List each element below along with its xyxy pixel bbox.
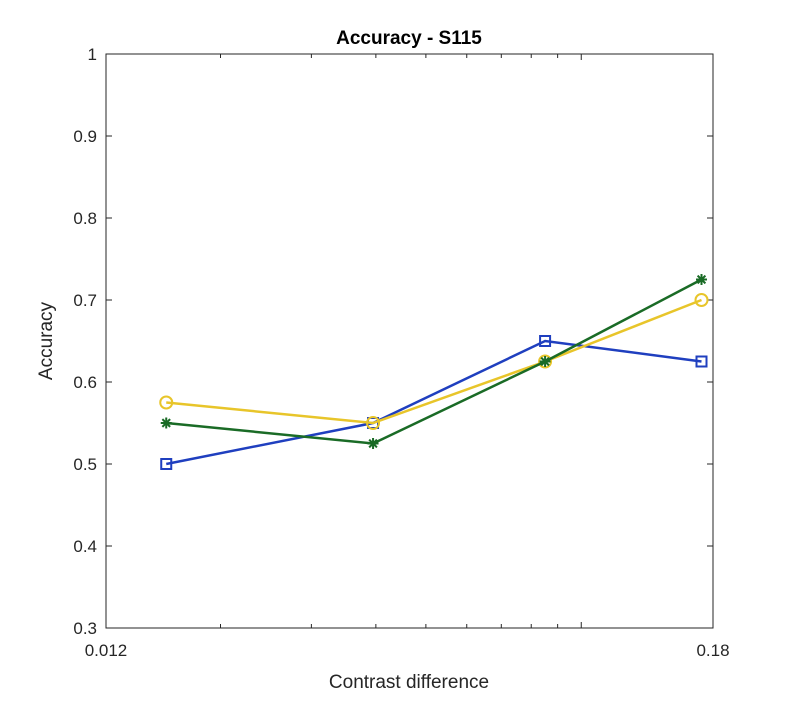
y-tick-label: 0.9 <box>73 127 97 146</box>
circle-series-line <box>166 298 702 425</box>
x-tick-label-min: 0.012 <box>85 641 128 660</box>
axis-ticks: 0.3 0.4 0.5 0.6 0.7 0.8 0.9 1 <box>73 45 714 638</box>
x-tick-label-max: 0.18 <box>696 641 729 660</box>
asterisk-marker <box>368 438 378 449</box>
chart-title: Accuracy - S115 <box>336 28 482 49</box>
square-marker <box>695 355 708 368</box>
square-series-line <box>165 339 702 466</box>
x-axis-label: Contrast difference <box>329 672 489 693</box>
y-tick-label: 0.4 <box>73 537 97 556</box>
y-tick-label: 0.3 <box>73 619 97 638</box>
asterisk-marker <box>696 274 707 285</box>
asterisk-marker <box>540 356 550 367</box>
circle-marker <box>694 293 709 307</box>
circle-marker <box>366 416 381 430</box>
y-tick-label: 0.6 <box>73 373 97 392</box>
square-marker <box>160 458 173 470</box>
data-series <box>159 274 709 470</box>
y-tick-label: 1 <box>88 45 97 64</box>
circle-marker <box>159 395 174 410</box>
y-tick-label: 0.5 <box>73 455 97 474</box>
plot-frame <box>105 53 714 629</box>
y-tick-label: 0.8 <box>73 209 97 228</box>
asterisk-series-line <box>166 278 703 445</box>
circle-marker <box>538 354 553 369</box>
asterisk-marker <box>161 418 171 428</box>
y-axis-label: Accuracy <box>36 301 57 380</box>
y-tick-label: 0.7 <box>73 291 97 310</box>
square-marker <box>539 335 552 347</box>
